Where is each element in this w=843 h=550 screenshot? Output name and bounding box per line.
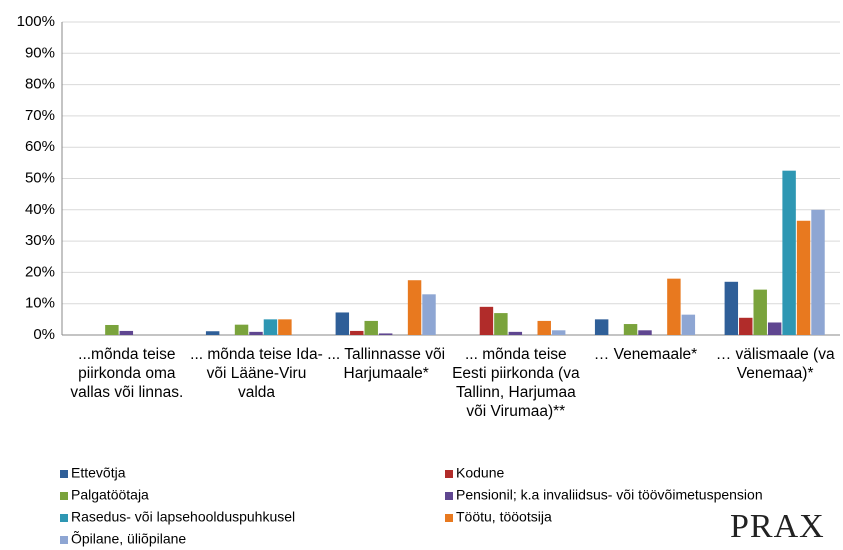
bar bbox=[768, 322, 781, 335]
y-tick-label: 0% bbox=[33, 326, 55, 343]
bar bbox=[624, 324, 637, 335]
bar bbox=[120, 331, 133, 335]
y-tick-label: 90% bbox=[25, 44, 55, 61]
legend-label: Töötu, tööotsija bbox=[456, 509, 552, 525]
bar bbox=[206, 331, 219, 335]
x-tick-label: … Venemaale* bbox=[579, 345, 713, 364]
bar bbox=[379, 333, 392, 335]
y-tick-label: 80% bbox=[25, 76, 55, 93]
x-tick-label: ... mõnda teise Eesti piirkonda (va Tall… bbox=[449, 345, 583, 421]
x-tick-label: ... mõnda teise Ida- või Lääne-Viru vald… bbox=[190, 345, 324, 402]
bar bbox=[235, 325, 248, 335]
page: 0% 10% 20% 30% 40% 50% 60% 70% 80% 90% 100% Ettevõt… bbox=[0, 0, 843, 550]
bar bbox=[682, 315, 695, 335]
legend-swatch bbox=[445, 492, 453, 500]
bar bbox=[364, 321, 377, 335]
bar bbox=[249, 332, 262, 335]
bar bbox=[739, 318, 752, 335]
bar bbox=[408, 280, 421, 335]
legend-swatch bbox=[60, 514, 68, 522]
bar bbox=[667, 279, 680, 335]
legend-swatch bbox=[445, 470, 453, 478]
y-tick-label: 40% bbox=[25, 201, 55, 218]
bar bbox=[336, 312, 349, 335]
legend-label: Pensionil; k.a invaliidsus- või töövõime… bbox=[456, 487, 763, 503]
bar bbox=[105, 325, 118, 335]
bar bbox=[494, 313, 507, 335]
bar bbox=[725, 282, 738, 335]
legend-label: Palgatöötaja bbox=[71, 487, 149, 503]
y-tick-label: 60% bbox=[25, 138, 55, 155]
legend-label: Rasedus- või lapsehoolduspuhkusel bbox=[71, 509, 295, 525]
bar bbox=[350, 331, 363, 335]
legend-label: Kodune bbox=[456, 465, 504, 481]
y-tick-label: 100% bbox=[17, 13, 55, 30]
bar bbox=[797, 221, 810, 335]
bar bbox=[638, 330, 651, 335]
bar bbox=[595, 319, 608, 335]
logo: PRAX bbox=[730, 508, 825, 546]
bar bbox=[509, 332, 522, 335]
bar bbox=[538, 321, 551, 335]
bar bbox=[552, 330, 565, 335]
y-tick-label: 20% bbox=[25, 263, 55, 280]
legend-swatch bbox=[60, 492, 68, 500]
bar bbox=[782, 171, 795, 335]
legend-swatch bbox=[445, 514, 453, 522]
x-tick-label: ... Tallinnasse või Harjumaale* bbox=[319, 345, 453, 383]
bar bbox=[278, 319, 291, 335]
y-tick-label: 70% bbox=[25, 107, 55, 124]
y-tick-label: 10% bbox=[25, 295, 55, 312]
x-tick-label: ...mõnda teise piirkonda oma vallas või … bbox=[60, 345, 194, 402]
bar bbox=[422, 294, 435, 335]
y-tick-label: 50% bbox=[25, 169, 55, 186]
bar bbox=[811, 210, 824, 335]
bar bbox=[480, 307, 493, 335]
bar bbox=[753, 290, 766, 335]
legend-swatch bbox=[60, 470, 68, 478]
x-tick-label: … välismaale (va Venemaa)* bbox=[708, 345, 842, 383]
bar bbox=[264, 319, 277, 335]
legend-label: Ettevõtja bbox=[71, 465, 126, 481]
y-tick-label: 30% bbox=[25, 232, 55, 249]
legend-swatch bbox=[60, 536, 68, 544]
chart: 0% 10% 20% 30% 40% 50% 60% 70% 80% 90% 100% Ettevõt… bbox=[0, 0, 843, 550]
legend-label: Õpilane, üliõpilane bbox=[71, 531, 186, 547]
